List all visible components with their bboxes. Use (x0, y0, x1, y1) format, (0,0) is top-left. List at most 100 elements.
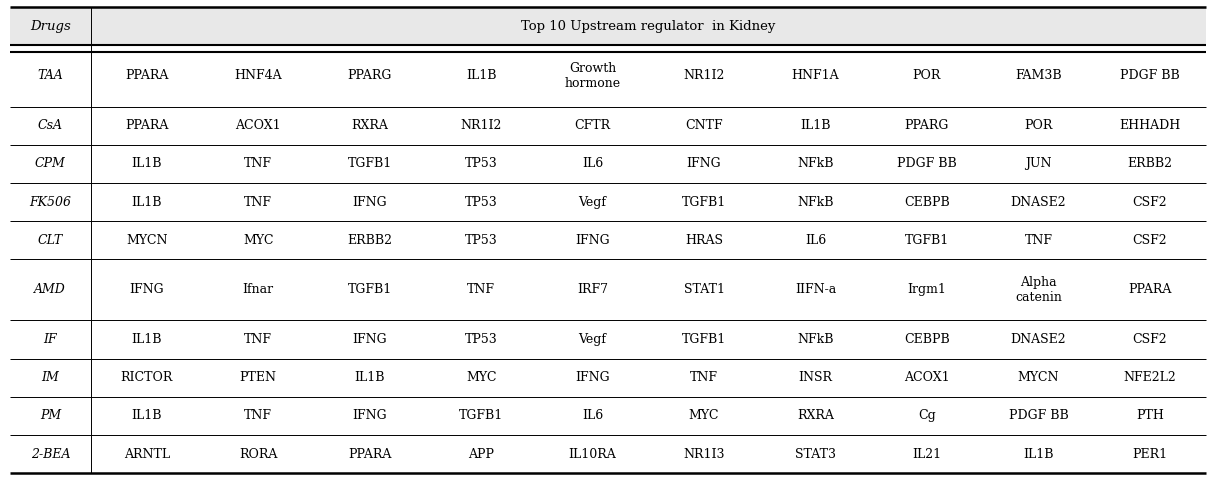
Text: TGFB1: TGFB1 (348, 284, 391, 297)
Text: HNF1A: HNF1A (791, 69, 840, 82)
Text: Drugs: Drugs (30, 20, 71, 33)
Text: CEBPB: CEBPB (904, 333, 949, 346)
Text: IL1B: IL1B (132, 195, 162, 208)
Text: IL1B: IL1B (132, 410, 162, 422)
Text: PPARA: PPARA (348, 448, 391, 461)
Text: MYC: MYC (243, 234, 273, 247)
Text: ERBB2: ERBB2 (1127, 157, 1172, 171)
Text: Ifnar: Ifnar (243, 284, 274, 297)
Text: PDGF BB: PDGF BB (1120, 69, 1180, 82)
Text: IL21: IL21 (912, 448, 941, 461)
Text: PPARA: PPARA (126, 119, 168, 132)
Text: IL6: IL6 (582, 157, 603, 171)
Text: IFNG: IFNG (575, 234, 610, 247)
Text: CEBPB: CEBPB (904, 195, 949, 208)
Text: ERBB2: ERBB2 (347, 234, 393, 247)
Text: IL6: IL6 (805, 234, 826, 247)
Text: CSF2: CSF2 (1133, 234, 1167, 247)
Text: ACOX1: ACOX1 (904, 371, 949, 384)
Text: IL1B: IL1B (132, 333, 162, 346)
Text: IFNG: IFNG (575, 371, 610, 384)
Text: HNF4A: HNF4A (234, 69, 281, 82)
Text: RORA: RORA (239, 448, 278, 461)
Text: PPARA: PPARA (1128, 284, 1172, 297)
Text: CFTR: CFTR (575, 119, 610, 132)
Text: NR1I2: NR1I2 (460, 119, 501, 132)
Text: IFNG: IFNG (129, 284, 164, 297)
Text: FAM3B: FAM3B (1015, 69, 1062, 82)
Bar (10, 7, 1206, 46)
Text: CSF2: CSF2 (1133, 333, 1167, 346)
Text: TP53: TP53 (465, 195, 498, 208)
Text: FK506: FK506 (29, 195, 71, 208)
Text: IL1B: IL1B (800, 119, 831, 132)
Text: IF: IF (43, 333, 57, 346)
Text: MYC: MYC (466, 371, 496, 384)
Text: IL10RA: IL10RA (569, 448, 616, 461)
Text: IFNG: IFNG (353, 195, 387, 208)
Text: TAA: TAA (37, 69, 63, 82)
Text: IRF7: IRF7 (577, 284, 608, 297)
Text: RXRA: RXRA (352, 119, 388, 132)
Text: NR1I3: NR1I3 (684, 448, 725, 461)
Text: AMD: AMD (35, 284, 66, 297)
Text: RICTOR: RICTOR (121, 371, 173, 384)
Text: PPARG: PPARG (348, 69, 391, 82)
Text: TGFB1: TGFB1 (905, 234, 949, 247)
Text: Growth
hormone: Growth hormone (564, 62, 621, 90)
Text: MYCN: MYCN (126, 234, 168, 247)
Text: ARNTL: ARNTL (123, 448, 170, 461)
Text: IL6: IL6 (582, 410, 603, 422)
Text: STAT3: STAT3 (795, 448, 836, 461)
Text: JUN: JUN (1026, 157, 1052, 171)
Text: TNF: TNF (1024, 234, 1052, 247)
Text: TGFB1: TGFB1 (459, 410, 504, 422)
Text: IFNG: IFNG (353, 333, 387, 346)
Text: TNF: TNF (467, 284, 495, 297)
Text: TNF: TNF (244, 333, 272, 346)
Text: APP: APP (467, 448, 494, 461)
Text: POR: POR (1024, 119, 1052, 132)
Text: IFNG: IFNG (353, 410, 387, 422)
Text: IL1B: IL1B (132, 157, 162, 171)
Text: Cg: Cg (918, 410, 936, 422)
Text: IIFN-a: IIFN-a (795, 284, 836, 297)
Text: CSF2: CSF2 (1133, 195, 1167, 208)
Text: NFE2L2: NFE2L2 (1123, 371, 1177, 384)
Text: MYCN: MYCN (1017, 371, 1059, 384)
Text: TGFB1: TGFB1 (681, 333, 726, 346)
Text: PDGF BB: PDGF BB (1009, 410, 1068, 422)
Text: NFkB: NFkB (797, 195, 834, 208)
Text: HRAS: HRAS (685, 234, 724, 247)
Text: CLT: CLT (37, 234, 63, 247)
Text: DNASE2: DNASE2 (1011, 195, 1067, 208)
Text: IFNG: IFNG (686, 157, 721, 171)
Text: TNF: TNF (690, 371, 718, 384)
Text: PPARA: PPARA (126, 69, 168, 82)
Text: ACOX1: ACOX1 (236, 119, 281, 132)
Text: NFkB: NFkB (797, 157, 834, 171)
Text: POR: POR (913, 69, 941, 82)
Text: Vegf: Vegf (579, 333, 606, 346)
Text: Top 10 Upstream regulator  in Kidney: Top 10 Upstream regulator in Kidney (521, 20, 776, 33)
Text: CNTF: CNTF (685, 119, 722, 132)
Text: Vegf: Vegf (579, 195, 606, 208)
Text: PM: PM (40, 410, 60, 422)
Text: TNF: TNF (244, 410, 272, 422)
Text: CsA: CsA (37, 119, 63, 132)
Text: NR1I2: NR1I2 (684, 69, 725, 82)
Text: IL1B: IL1B (466, 69, 496, 82)
Text: EHHADH: EHHADH (1120, 119, 1180, 132)
Text: PDGF BB: PDGF BB (898, 157, 957, 171)
Text: TGFB1: TGFB1 (681, 195, 726, 208)
Text: Alpha
catenin: Alpha catenin (1015, 276, 1062, 304)
Text: PER1: PER1 (1132, 448, 1167, 461)
Text: TP53: TP53 (465, 157, 498, 171)
Text: TNF: TNF (244, 195, 272, 208)
Text: PTEN: PTEN (239, 371, 277, 384)
Text: TP53: TP53 (465, 333, 498, 346)
Text: IM: IM (41, 371, 59, 384)
Text: DNASE2: DNASE2 (1011, 333, 1067, 346)
Text: IL1B: IL1B (1023, 448, 1053, 461)
Text: RXRA: RXRA (797, 410, 834, 422)
